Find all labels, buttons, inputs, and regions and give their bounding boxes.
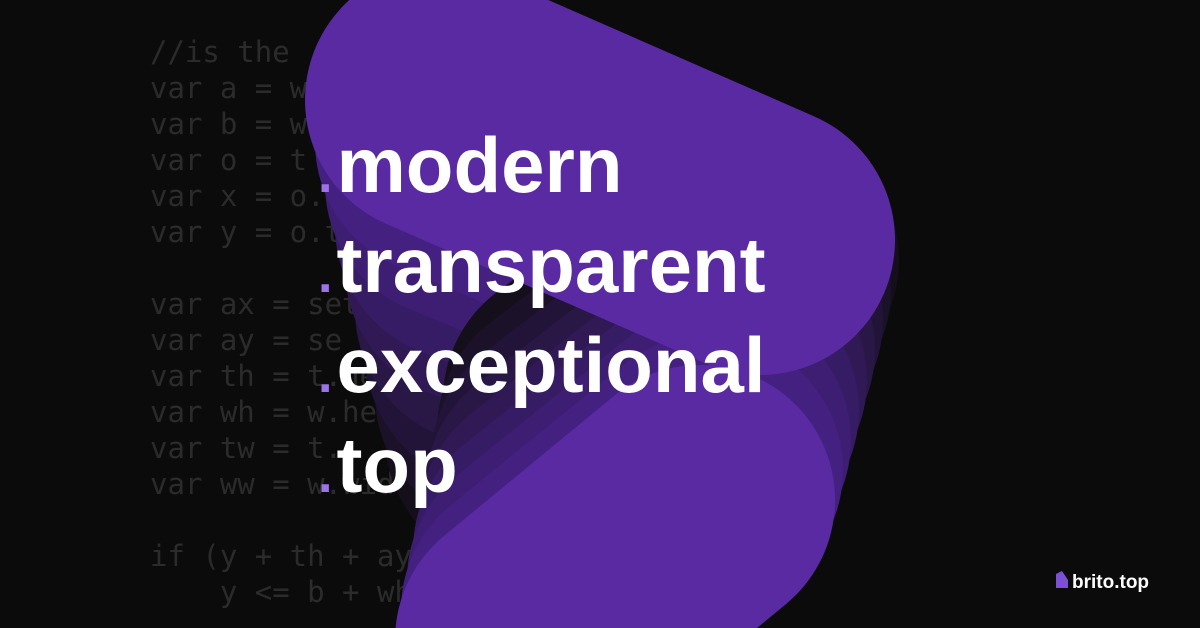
- code-line: var ay = se: [150, 323, 342, 357]
- headline-dot: .: [318, 146, 332, 204]
- code-line: var a = w: [150, 71, 308, 105]
- logo: brito.top: [1056, 571, 1149, 593]
- headline-line: .top: [318, 421, 458, 509]
- headline-word: exceptional: [336, 321, 765, 409]
- headline-dot: .: [318, 246, 332, 304]
- headline-word: transparent: [336, 221, 765, 309]
- headline: .modern.transparent.exceptional.top: [318, 121, 766, 509]
- code-line: var x = o.: [150, 179, 325, 213]
- code-line: var ww = w.width: [150, 467, 429, 501]
- code-line: var tw = t.: [150, 431, 342, 465]
- headline-dot: .: [318, 446, 332, 504]
- code-line: var th = t.hei: [150, 359, 394, 393]
- headline-line: .modern: [318, 121, 622, 209]
- purple-shapes: [305, 0, 899, 628]
- code-line: //is the: [150, 35, 290, 69]
- shape-band: [396, 365, 835, 628]
- logo-icon: [1056, 571, 1068, 588]
- code-line: var o = t: [150, 143, 307, 177]
- headline-dot: .: [318, 346, 332, 404]
- headline-word: top: [336, 421, 457, 509]
- headline-line: .exceptional: [318, 321, 766, 409]
- code-line: var b = w: [150, 107, 308, 141]
- headline-word: modern: [336, 121, 622, 209]
- shape-band: [305, 0, 895, 375]
- code-line: var wh = w.heig: [150, 395, 412, 429]
- logo-text: brito.top: [1072, 572, 1149, 593]
- headline-line: .transparent: [318, 221, 766, 309]
- code-line: var y = o.t: [150, 215, 342, 249]
